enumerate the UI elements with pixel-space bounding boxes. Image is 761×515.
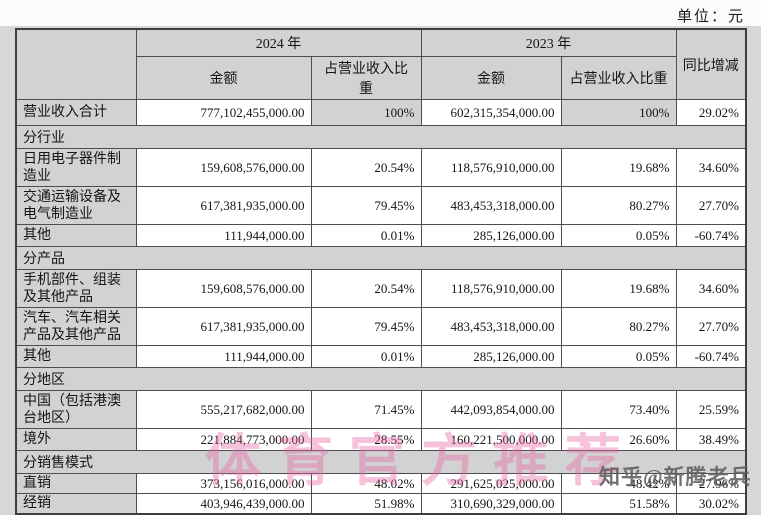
- amount-2024-cell: 403,946,439,000.00: [135, 493, 312, 515]
- ratio-2023-cell: 19.68%: [560, 148, 677, 187]
- amount-2023-cell: 602,315,354,000.00: [420, 99, 562, 126]
- row-label: 其他: [15, 345, 137, 368]
- amount-2024-cell: 777,102,455,000.00: [135, 99, 312, 126]
- amount-2023-cell: 310,690,329,000.00: [420, 493, 562, 515]
- table-row: 中国（包括港澳台地区） 555,217,682,000.00 71.45% 44…: [15, 390, 747, 429]
- amount-2023-cell: 118,576,910,000.00: [420, 269, 562, 308]
- table-row: 手机部件、组装及其他产品 159,608,576,000.00 20.54% 1…: [15, 269, 747, 308]
- row-label: 交通运输设备及电气制造业: [15, 186, 137, 225]
- amount-2023-cell: 285,126,000.00: [420, 345, 562, 368]
- row-label: 营业收入合计: [15, 99, 137, 126]
- table-row: 汽车、汽车相关产品及其他产品 617,381,935,000.00 79.45%…: [15, 307, 747, 346]
- ratio-2024-cell: 20.54%: [310, 269, 422, 308]
- section-row-sales-model: 分销售模式: [15, 450, 747, 474]
- amount-2024-cell: 159,608,576,000.00: [135, 269, 312, 308]
- ratio-2024-cell: 71.45%: [310, 390, 422, 429]
- table-row: 经销 403,946,439,000.00 51.98% 310,690,329…: [15, 493, 747, 515]
- row-label: 日用电子器件制造业: [15, 148, 137, 187]
- header-blank-cell: [15, 28, 137, 100]
- amount-2024-cell: 617,381,935,000.00: [135, 307, 312, 346]
- amount-2024-cell: 221,884,773,000.00: [135, 428, 312, 451]
- ratio-2024-cell: 0.01%: [310, 224, 422, 247]
- amount-2024-cell: 111,944,000.00: [135, 345, 312, 368]
- ratio-2023-cell: 51.58%: [560, 493, 677, 515]
- table-row: 境外 221,884,773,000.00 28.55% 160,221,500…: [15, 428, 747, 451]
- row-label: 境外: [15, 428, 137, 451]
- yoy-cell: 34.60%: [675, 148, 747, 187]
- unit-label: 单位：元: [676, 9, 745, 25]
- ratio-2024-cell: 79.45%: [310, 307, 422, 346]
- amount-2024-cell: 373,156,016,000.00: [135, 473, 312, 494]
- ratio-2023-cell: 100%: [560, 99, 677, 126]
- ratio-2023-cell: 73.40%: [560, 390, 677, 429]
- ratio-2024-cell: 48.02%: [310, 473, 422, 494]
- table-row: 交通运输设备及电气制造业 617,381,935,000.00 79.45% 4…: [15, 186, 747, 225]
- header-amount-2024: 金额: [135, 56, 312, 100]
- section-row-product: 分产品: [15, 246, 747, 270]
- ratio-2023-cell: 0.05%: [560, 224, 677, 247]
- section-row-industry: 分行业: [15, 125, 747, 149]
- row-label: 手机部件、组装及其他产品: [15, 269, 137, 308]
- revenue-breakdown-table: 2024 年 2023 年 同比增减 金额 占营业收入比重 金额 占营业收入比重…: [15, 28, 747, 515]
- yoy-cell: 29.02%: [675, 99, 747, 126]
- row-label: 中国（包括港澳台地区）: [15, 390, 137, 429]
- yoy-cell: -60.74%: [675, 345, 747, 368]
- amount-2023-cell: 483,453,318,000.00: [420, 186, 562, 225]
- section-row-region: 分地区: [15, 367, 747, 391]
- ratio-2024-cell: 100%: [310, 99, 422, 126]
- table-row: 其他 111,944,000.00 0.01% 285,126,000.00 0…: [15, 345, 747, 368]
- yoy-cell: 27.70%: [675, 186, 747, 225]
- section-title: 分产品: [15, 246, 747, 270]
- header-row-subcols: 金额 占营业收入比重 金额 占营业收入比重: [16, 56, 746, 100]
- amount-2024-cell: 617,381,935,000.00: [135, 186, 312, 225]
- row-label: 汽车、汽车相关产品及其他产品: [15, 307, 137, 346]
- header-amount-2023: 金额: [420, 56, 562, 100]
- amount-2024-cell: 159,608,576,000.00: [135, 148, 312, 187]
- section-title: 分销售模式: [15, 450, 747, 474]
- header-ratio-2023: 占营业收入比重: [560, 56, 677, 100]
- ratio-2023-cell: 80.27%: [560, 307, 677, 346]
- ratio-2024-cell: 51.98%: [310, 493, 422, 515]
- header-year-2023: 2023 年: [420, 28, 677, 57]
- section-title: 分地区: [15, 367, 747, 391]
- yoy-cell: -60.74%: [675, 224, 747, 247]
- header-yoy: 同比增减: [675, 28, 747, 100]
- table-row-total: 营业收入合计 777,102,455,000.00 100% 602,315,3…: [15, 99, 747, 126]
- ratio-2024-cell: 79.45%: [310, 186, 422, 225]
- amount-2023-cell: 483,453,318,000.00: [420, 307, 562, 346]
- amount-2024-cell: 111,944,000.00: [135, 224, 312, 247]
- amount-2023-cell: 160,221,500,000.00: [420, 428, 562, 451]
- ratio-2023-cell: 0.05%: [560, 345, 677, 368]
- yoy-cell: 34.60%: [675, 269, 747, 308]
- row-label: 经销: [15, 493, 137, 515]
- amount-2024-cell: 555,217,682,000.00: [135, 390, 312, 429]
- table-row: 日用电子器件制造业 159,608,576,000.00 20.54% 118,…: [15, 148, 747, 187]
- amount-2023-cell: 442,093,854,000.00: [420, 390, 562, 429]
- header-ratio-2024: 占营业收入比重: [310, 56, 422, 100]
- row-label: 直销: [15, 473, 137, 494]
- page-top-strip: [0, 0, 761, 26]
- ratio-2024-cell: 28.55%: [310, 428, 422, 451]
- amount-2023-cell: 118,576,910,000.00: [420, 148, 562, 187]
- yoy-cell: 25.59%: [675, 390, 747, 429]
- table-row: 其他 111,944,000.00 0.01% 285,126,000.00 0…: [15, 224, 747, 247]
- yoy-cell: 27.70%: [675, 307, 747, 346]
- yoy-cell: 30.02%: [675, 493, 747, 515]
- row-label: 其他: [15, 224, 137, 247]
- amount-2023-cell: 285,126,000.00: [420, 224, 562, 247]
- header-row-years: 2024 年 2023 年 同比增减: [15, 28, 747, 100]
- ratio-2024-cell: 0.01%: [310, 345, 422, 368]
- yoy-cell: 38.49%: [675, 428, 747, 451]
- ratio-2023-cell: 26.60%: [560, 428, 677, 451]
- ratio-2023-cell: 80.27%: [560, 186, 677, 225]
- table-row: 直销 373,156,016,000.00 48.02% 291,625,025…: [15, 473, 747, 494]
- ratio-2023-cell: 48.42%: [560, 473, 677, 494]
- section-title: 分行业: [15, 125, 747, 149]
- header-year-2024: 2024 年: [135, 28, 422, 57]
- ratio-2023-cell: 19.68%: [560, 269, 677, 308]
- yoy-cell: 27.96%: [675, 473, 747, 494]
- ratio-2024-cell: 20.54%: [310, 148, 422, 187]
- amount-2023-cell: 291,625,025,000.00: [420, 473, 562, 494]
